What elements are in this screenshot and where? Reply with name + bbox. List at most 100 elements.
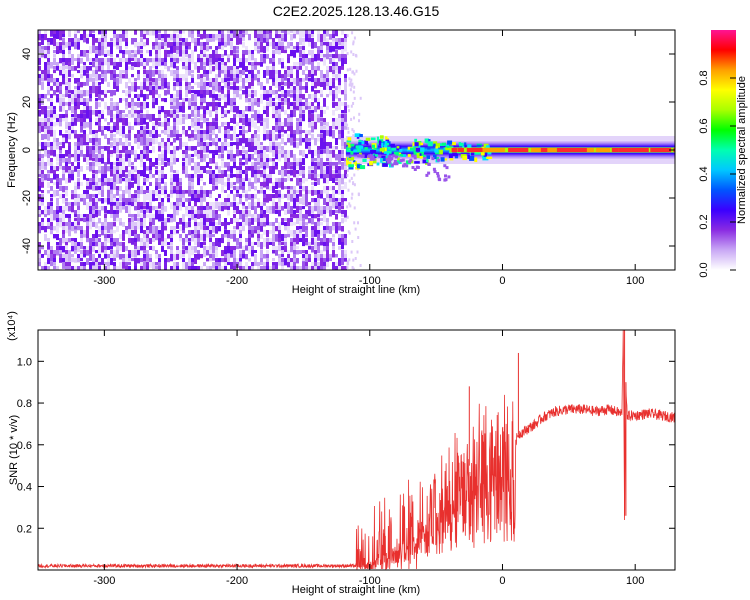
heatmap-cell	[155, 46, 158, 50]
heatmap-cell	[86, 102, 89, 108]
heatmap-cell	[125, 138, 128, 146]
heatmap-cell	[290, 114, 293, 118]
heatmap-cell	[275, 202, 278, 210]
heatmap-cell	[242, 266, 245, 270]
heatmap-cell	[107, 110, 110, 116]
heatmap-cell	[143, 82, 146, 90]
heatmap-cell	[113, 66, 116, 70]
heatmap-cell	[215, 174, 218, 181]
heatmap-cell	[128, 170, 131, 178]
heatmap-cell	[239, 158, 242, 162]
heatmap-cell	[308, 138, 311, 142]
heatmap-cell	[206, 226, 209, 234]
heatmap-cell	[209, 158, 212, 164]
heatmap-cell	[335, 166, 338, 173]
heatmap-cell	[41, 118, 44, 122]
heatmap-cell	[386, 160, 390, 164]
heatmap-cell	[149, 30, 152, 36]
heatmap-cell	[146, 186, 149, 191]
heatmap-cell	[50, 166, 53, 171]
heatmap-cell	[59, 250, 62, 257]
heatmap-cell	[323, 210, 326, 216]
heatmap-cell	[41, 94, 44, 99]
heatmap-cell	[290, 126, 293, 132]
heatmap-cell	[53, 34, 56, 42]
heatmap-cell	[59, 106, 62, 112]
heatmap-cell	[248, 54, 251, 61]
heatmap-cell	[385, 142, 389, 146]
heatmap-cell	[173, 110, 176, 116]
heatmap-cell	[320, 262, 323, 269]
heatmap-cell	[305, 102, 308, 110]
heatmap-cell	[227, 122, 230, 130]
heatmap-cell	[230, 86, 233, 90]
heatmap-cell	[167, 110, 170, 117]
heatmap-cell	[335, 50, 338, 55]
heatmap-cell	[278, 38, 281, 45]
heatmap-cell	[332, 178, 335, 183]
heatmap-cell	[77, 30, 80, 34]
heatmap-cell	[65, 150, 68, 157]
heatmap-cell	[236, 146, 239, 150]
heatmap-cell	[164, 186, 167, 193]
heatmap-cell	[381, 142, 384, 148]
heatmap-cell	[314, 66, 317, 74]
heatmap-cell	[152, 198, 155, 202]
heatmap-cell	[203, 106, 206, 111]
heatmap-cell	[140, 82, 143, 90]
heatmap-cell	[53, 50, 56, 54]
heatmap-cell	[146, 194, 149, 201]
heatmap-cell	[62, 158, 65, 163]
heatmap-cell	[224, 34, 227, 40]
heatmap-cell	[239, 254, 242, 258]
heatmap-cell	[209, 254, 212, 261]
heatmap-cell	[182, 142, 185, 147]
heatmap-cell	[215, 54, 218, 59]
heatmap-cell	[65, 102, 68, 106]
heatmap-cell	[517, 148, 526, 152]
heatmap-cell	[248, 62, 251, 66]
heatmap-cell	[86, 50, 89, 54]
heatmap-cell	[350, 50, 353, 54]
heatmap-cell	[338, 122, 341, 127]
heatmap-cell	[155, 198, 158, 201]
heatmap-cell	[155, 86, 158, 92]
heatmap-cell	[257, 74, 260, 80]
heatmap-cell	[98, 150, 101, 154]
heatmap-cell	[218, 62, 221, 68]
snr-ylabel: SNR (10 * v/v)	[8, 415, 20, 485]
heatmap-cell	[326, 30, 329, 37]
heatmap-cell	[314, 262, 317, 269]
heatmap-cell	[137, 98, 140, 101]
heatmap-cell	[317, 222, 320, 228]
heatmap-cell	[326, 198, 329, 206]
heatmap-cell	[215, 86, 218, 92]
heatmap-cell	[215, 58, 218, 63]
heatmap-cell	[44, 130, 47, 134]
heatmap-cell	[275, 218, 278, 223]
heatmap-cell	[47, 86, 50, 92]
heatmap-cell	[311, 42, 314, 49]
heatmap-cell	[209, 134, 212, 141]
heatmap-cell	[122, 194, 125, 198]
heatmap-cell	[251, 170, 254, 178]
heatmap-cell	[415, 147, 421, 152]
heatmap-cell	[62, 238, 65, 244]
heatmap-cell	[134, 194, 137, 200]
heatmap-cell	[348, 202, 351, 206]
heatmap-cell	[101, 114, 104, 119]
y-tick-label: 1.0	[17, 356, 32, 368]
heatmap-cell	[215, 142, 218, 149]
heatmap-cell	[263, 170, 266, 177]
heatmap-cell	[71, 258, 74, 263]
heatmap-cell	[251, 118, 254, 124]
x-tick-label: -100	[359, 275, 381, 287]
heatmap-cell	[230, 230, 233, 235]
heatmap-cell	[251, 62, 254, 69]
heatmap-cell	[110, 110, 113, 118]
heatmap-cell	[281, 46, 284, 53]
heatmap-cell	[176, 126, 179, 133]
heatmap-cell	[161, 166, 164, 171]
heatmap-cell	[47, 266, 50, 270]
heatmap-cell	[92, 254, 95, 260]
